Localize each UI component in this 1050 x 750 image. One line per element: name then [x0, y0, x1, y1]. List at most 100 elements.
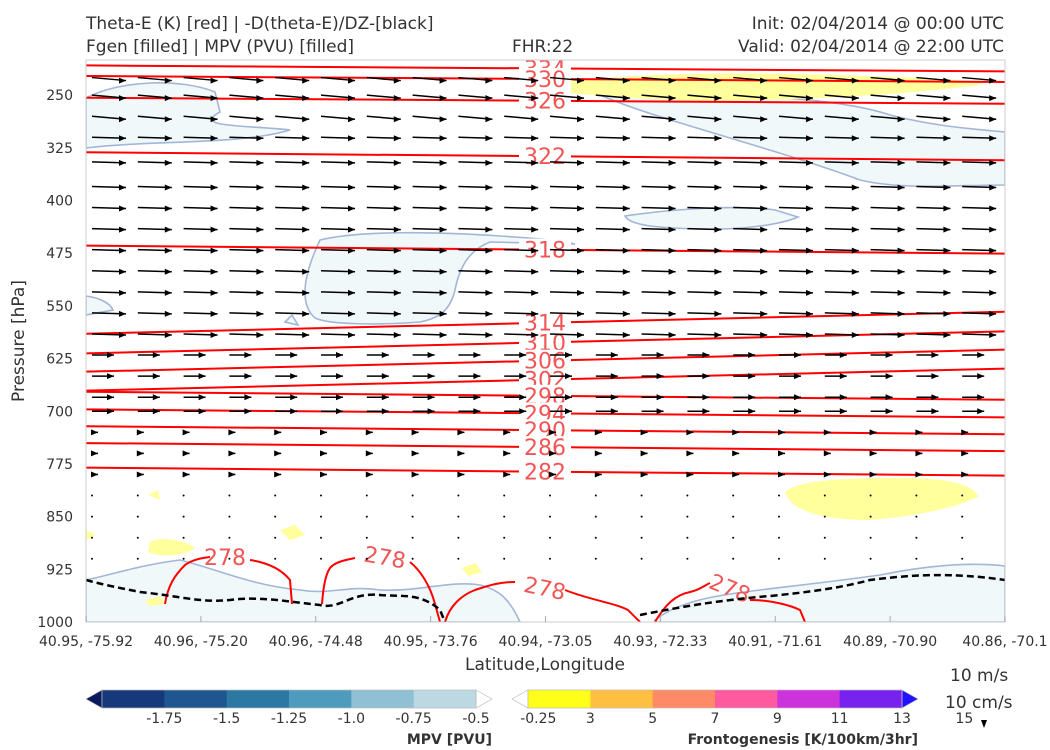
colorbar-segment [839, 690, 903, 708]
chart-title-line1: Theta-E (K) [red] | -D(theta-E)/DZ-[blac… [86, 14, 434, 34]
wind-vector-head [256, 289, 264, 296]
wind-vector-head [91, 471, 98, 478]
wind-vector [640, 515, 643, 518]
colorbar-tick-label: -1.0 [338, 711, 365, 727]
wind-vector-head [427, 408, 435, 415]
wind-vector-head [897, 331, 905, 338]
wind-vector-head [549, 450, 556, 457]
theta-e-label-bg [519, 67, 571, 90]
wind-vector-head [656, 352, 664, 359]
wind-vector-head [393, 310, 401, 317]
wind-vector-head [457, 471, 465, 478]
wind-vector-head [943, 331, 951, 338]
wind-vector-head [210, 268, 218, 275]
wind-vector-head [760, 268, 768, 275]
wind-vector-head [119, 159, 126, 166]
wind-vector [411, 557, 414, 560]
wind-vector-head [365, 450, 373, 457]
wind-vector-head [806, 116, 813, 123]
wind-vector-head [91, 429, 98, 436]
wind-vector-head [760, 135, 768, 142]
wind-vector-head [256, 95, 264, 102]
wind-vector-head [806, 77, 813, 84]
wind-vector-head [656, 394, 664, 401]
theta-e-label-bg [519, 419, 571, 442]
wind-vector-head [931, 394, 939, 401]
wind-vector-head [897, 310, 905, 317]
wind-vector-head [714, 268, 722, 275]
wind-vector-head [198, 394, 206, 401]
wind-vector-head [531, 268, 539, 275]
wind-vector-head [210, 95, 218, 102]
wind-vector-head [531, 77, 539, 84]
wind-vector-head [210, 310, 218, 317]
colorbar-tick-label: -0.75 [396, 711, 432, 727]
wind-vector-head [164, 289, 172, 296]
theta-e-line-278 [564, 589, 641, 622]
wind-vector-head [897, 205, 905, 212]
y-tick-label: 325 [46, 141, 73, 157]
wind-vector-head [778, 429, 785, 436]
wind-vector-head [885, 373, 893, 380]
wind-vector-head [806, 184, 813, 191]
wind-vector-head [577, 205, 584, 212]
theta-e-label-bg [519, 311, 571, 334]
wind-vector-head [198, 408, 206, 415]
wind-vector-head [668, 205, 676, 212]
wind-vector-head [702, 352, 710, 359]
wind-vector-head [851, 184, 859, 191]
wind-vector [594, 557, 597, 560]
wind-vector-head [577, 331, 584, 338]
wind-vector-head [348, 77, 355, 84]
wind-vector-head [198, 373, 206, 380]
wind-vector-head [244, 352, 252, 359]
wind-vector-head [577, 77, 584, 84]
wind-vector [732, 494, 735, 497]
theta-e-label-322: 322 [524, 145, 566, 170]
colorbar-segment [413, 690, 477, 708]
x-tick-label: 40.95, -75.92 [39, 634, 133, 650]
wind-vector-head [943, 95, 951, 102]
wind-vector-head [348, 310, 355, 317]
wind-vector-head [897, 184, 905, 191]
wind-vector-head [348, 95, 355, 102]
wind-vector-head [851, 268, 859, 275]
wind-vector [915, 515, 918, 518]
wind-vector-head [622, 135, 630, 142]
wind-vector [136, 494, 139, 497]
wind-vector-head [714, 159, 722, 166]
colorbar-tick-label: 15 [955, 711, 973, 727]
wind-vector-head [210, 331, 218, 338]
wind-vector-head [610, 373, 618, 380]
wind-vector-head [485, 95, 493, 102]
wind-vector-head [348, 116, 355, 123]
wind-vector-head [210, 289, 218, 296]
y-axis: 250 325 400 475 550 625 700 775 850 925 1000 [37, 88, 73, 631]
wind-vector [320, 557, 322, 560]
wind-vector-head [320, 429, 327, 436]
wind-vector-head [531, 247, 539, 254]
wind-vector-head [549, 429, 556, 436]
wind-vector-head [256, 159, 264, 166]
colorbar-tick-label: -1.25 [271, 711, 307, 727]
wind-vector-head [393, 95, 401, 102]
wind-vector [549, 536, 551, 539]
wind-vector-head [348, 184, 355, 191]
wind-vector-head [851, 77, 859, 84]
wind-vector [732, 536, 735, 539]
wind-vector-head [668, 116, 676, 123]
wind-vector-head [622, 310, 630, 317]
colorbar-tick-label: 11 [831, 711, 849, 727]
wind-vector-head [565, 408, 572, 415]
wind-vector-head [622, 289, 630, 296]
wind-vector-head [794, 373, 801, 380]
wind-vector-head [381, 373, 389, 380]
wind-vector-head [931, 408, 939, 415]
wind-vector-head [228, 429, 236, 436]
wind-vector-head [806, 159, 813, 166]
wind-vector-head [702, 373, 710, 380]
wind-vector-head [244, 394, 252, 401]
wind-vector-head [290, 352, 298, 359]
wind-vector-head [577, 135, 584, 142]
wind-vector-head [897, 268, 905, 275]
